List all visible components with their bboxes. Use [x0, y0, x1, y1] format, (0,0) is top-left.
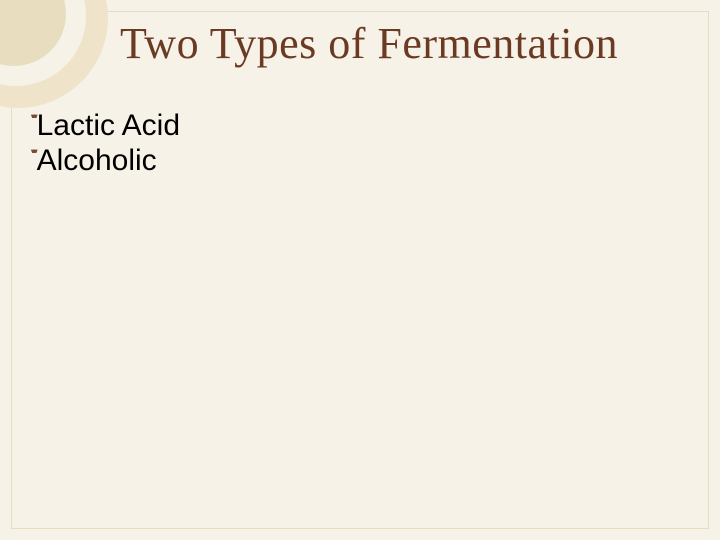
slide-title: Two Types of Fermentation: [120, 18, 700, 69]
list-item-label: Lactic Acid: [37, 108, 180, 143]
list-item: ་་ Alcoholic: [30, 143, 690, 178]
list-item-label: Alcoholic: [37, 143, 157, 178]
slide-body: ་་ Lactic Acid ་་ Alcoholic: [30, 108, 690, 179]
slide: Two Types of Fermentation ་་ Lactic Acid…: [0, 0, 720, 540]
bullet-icon: ་་: [30, 108, 37, 143]
list-item: ་་ Lactic Acid: [30, 108, 690, 143]
slide-inner: Two Types of Fermentation ་་ Lactic Acid…: [11, 11, 709, 529]
bullet-icon: ་་: [30, 143, 37, 178]
